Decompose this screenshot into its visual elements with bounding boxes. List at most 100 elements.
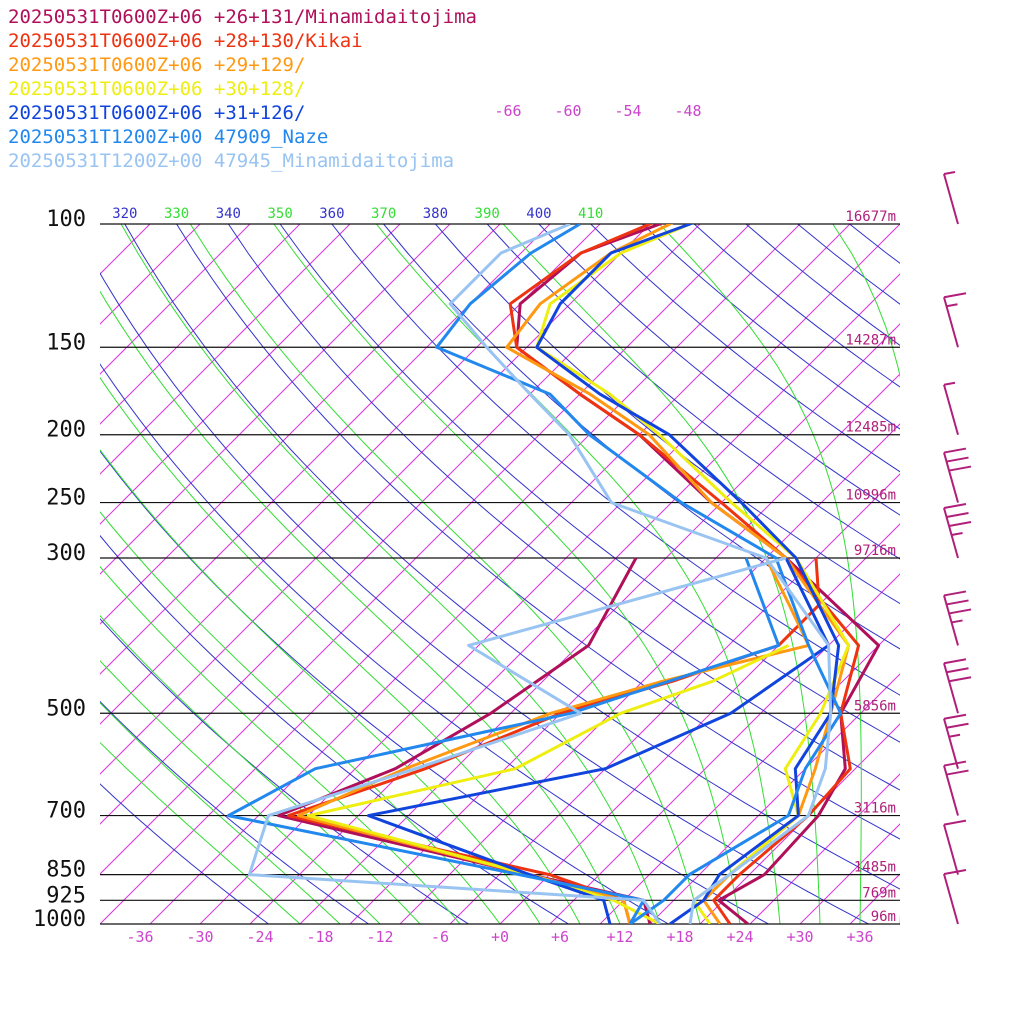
height-label: 9716m (854, 543, 896, 559)
dry-adiabat (100, 700, 370, 924)
height-label: 14287m (845, 332, 896, 348)
theta-label: 350 (267, 206, 292, 222)
moist-adiabat (189, 224, 701, 924)
wind-barb (943, 760, 969, 816)
temperature-tick-label: +18 (666, 928, 693, 946)
wind-barb (943, 381, 959, 435)
barb-flag-full (948, 608, 972, 615)
height-label: 3116m (854, 801, 896, 817)
moist-adiabat (100, 565, 461, 924)
barb-flag-full (943, 292, 967, 299)
isotherm (0, 0, 179, 924)
isotherm (0, 0, 229, 924)
temperature-tick-label: -36 (126, 928, 153, 946)
legend-entry: 20250531T0600Z+06 +30+128/ (8, 78, 306, 100)
moist-adiabat (100, 702, 341, 924)
dry-adiabat (693, 224, 900, 388)
height-label: 12485m (845, 420, 896, 436)
barb-flag-full (946, 512, 969, 518)
height-label: 16677m (845, 209, 896, 225)
barb-shaft (943, 765, 959, 816)
barb-flag-full (943, 590, 967, 597)
theta-label: 330 (164, 206, 189, 222)
barb-flag-full (946, 722, 969, 729)
wind-barb (943, 658, 972, 714)
legend-entry: 20250531T0600Z+06 +28+130/Kikai (8, 30, 363, 52)
temperature-tick-label: -24 (246, 928, 273, 946)
dry-adiabat (911, 192, 1024, 939)
dewpoint-profile (296, 557, 811, 924)
barb-flag-full (943, 503, 967, 509)
barb-flag-full (948, 465, 972, 472)
isotherm (449, 473, 900, 924)
temperature-profile (448, 224, 833, 924)
wind-barb (943, 713, 969, 769)
barb-flag-half (943, 381, 956, 386)
temperature-profile (508, 224, 861, 924)
barb-flag-full (946, 667, 969, 674)
barb-shaft (943, 663, 959, 714)
pressure-tick-label: 150 (46, 330, 86, 355)
isotherm (100, 224, 751, 875)
barb-shaft (943, 384, 959, 435)
temperature-tick-label: +36 (846, 928, 873, 946)
temperature-tick-label: +24 (726, 928, 753, 946)
dry-adiabat (434, 224, 900, 605)
isotherm (100, 224, 351, 475)
legend-entry: 20250531T1200Z+00 47909_Naze (8, 126, 329, 148)
pressure-tick-label: 700 (46, 799, 86, 824)
height-label: 769m (862, 885, 896, 901)
moist-adiabat (658, 224, 862, 924)
moist-adiabat (832, 224, 900, 924)
pressure-tick-label: 1000 (33, 907, 86, 932)
barb-shaft (943, 595, 959, 646)
theta-label: 370 (371, 206, 396, 222)
wind-barb (943, 447, 972, 503)
dry-adiabat (100, 534, 570, 924)
sounding-profiles (226, 224, 881, 924)
wind-barb (943, 171, 959, 225)
barb-flag-half (948, 733, 961, 738)
diagram-grid (0, 0, 1024, 939)
theta-label: 410 (578, 206, 603, 222)
wind-barbs (943, 171, 972, 925)
wind-barb (943, 292, 967, 348)
moist-adiabat (100, 614, 421, 924)
barb-flag-half (951, 532, 963, 536)
theta-label: 390 (475, 206, 500, 222)
pressure-tick-label: 925 (46, 883, 86, 908)
barb-shaft (943, 507, 959, 559)
dewpoint-profile (276, 557, 652, 924)
temperature-tick-label: -12 (366, 928, 393, 946)
barb-shaft (943, 873, 959, 925)
barb-flag-half (951, 619, 963, 624)
barb-shaft (943, 824, 959, 875)
pressure-tick-label: 200 (46, 418, 86, 443)
temperature-profile (515, 224, 881, 924)
barb-shaft (943, 718, 959, 769)
legend: 20250531T0600Z+06 +26+131/Minamidaitojim… (8, 5, 477, 173)
barb-flag-full (948, 521, 972, 527)
isotherm (100, 224, 251, 375)
axis-labels: 100 16677m 150 14287m 200 12485m 250 10996m 300 9… (33, 102, 896, 946)
barb-flag-full (943, 760, 967, 767)
temperature-profile (535, 224, 841, 924)
temperature-profile (435, 224, 843, 924)
theta-label: 340 (216, 206, 241, 222)
isotherm (0, 0, 29, 924)
legend-entry: 20250531T0600Z+06 +29+129/ (8, 54, 306, 76)
wind-barb (943, 590, 972, 646)
barb-flag-full (946, 456, 969, 463)
isotherm (649, 673, 900, 924)
barb-flag-full (946, 599, 969, 606)
theta-label: 320 (112, 206, 137, 222)
height-label: 10996m (845, 488, 896, 504)
temperature-tick-label: +6 (551, 928, 569, 946)
temperature-tick-label: -18 (306, 928, 333, 946)
temperature-tick-label: -30 (186, 928, 213, 946)
barb-flag-full (943, 869, 967, 875)
dewpoint-profile (247, 556, 787, 924)
barb-flag-half (946, 303, 958, 308)
barb-flag-full (946, 769, 969, 776)
